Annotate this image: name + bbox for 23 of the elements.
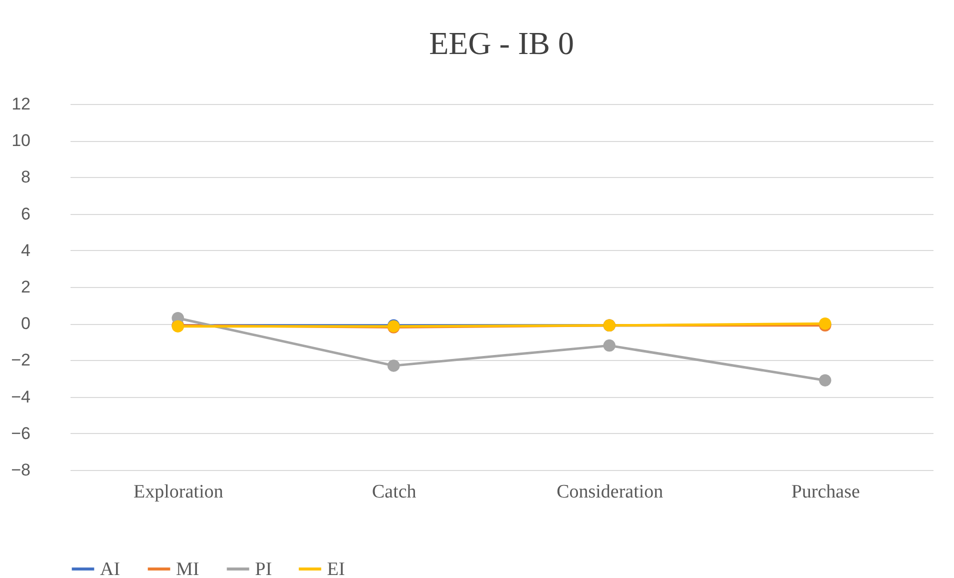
y-tick-label: 12 (12, 94, 30, 114)
y-tick-label: −6 (11, 424, 30, 443)
y-tick-label: 0 (21, 314, 30, 334)
legend-label: EI (327, 559, 345, 578)
y-tick-label: 2 (21, 278, 30, 296)
point (819, 374, 832, 386)
legend-label: AI (100, 559, 120, 578)
y-tick-label: −8 (11, 460, 30, 480)
x-tick-label: Consideration (556, 482, 664, 502)
y-tick-label: 10 (12, 131, 30, 150)
x-tick-label: Exploration (134, 482, 224, 502)
y-tick-label: 8 (21, 168, 30, 187)
y-tick-label: 4 (21, 240, 30, 260)
legend-label: MI (176, 559, 200, 578)
x-tick-label: Purchase (791, 482, 860, 502)
y-tick-label: −4 (11, 387, 30, 406)
x-tick-label: Catch (372, 482, 417, 502)
point (388, 360, 400, 372)
chart-title: EEG - IB 0 (429, 25, 574, 61)
point (603, 339, 616, 352)
y-tick-label: 6 (21, 204, 30, 224)
y-tick-label: −2 (11, 350, 30, 370)
legend-label: PI (255, 559, 272, 578)
